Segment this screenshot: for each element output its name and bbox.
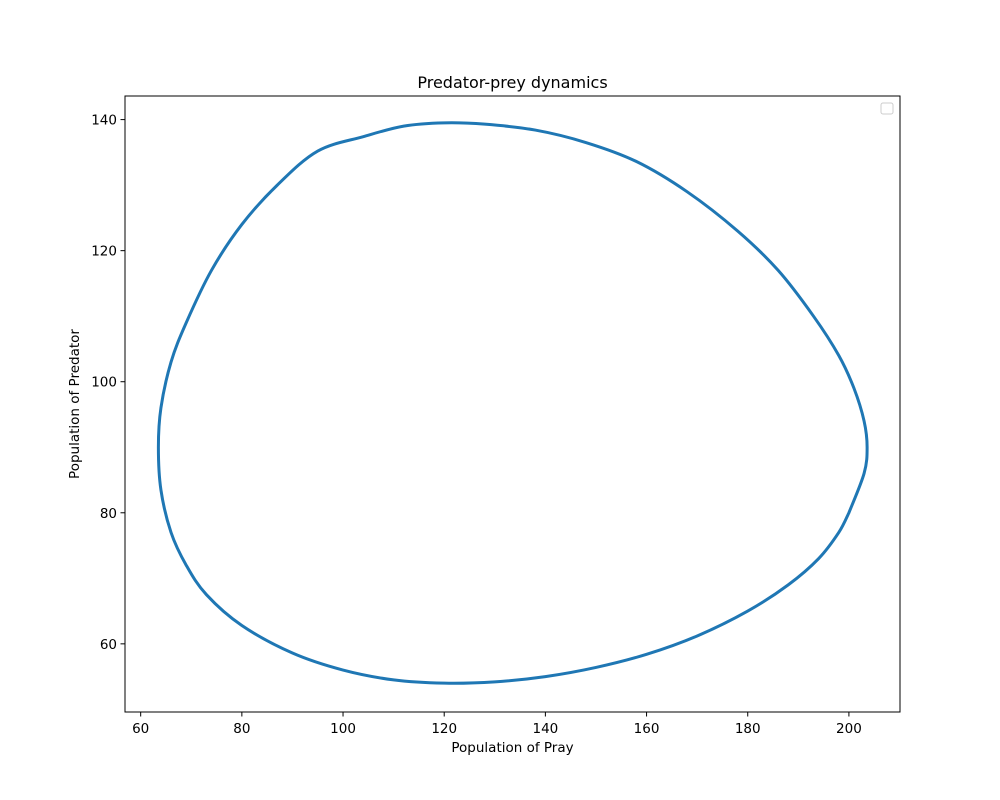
axes-frame <box>124 95 901 713</box>
x-tick-label: 180 <box>735 721 761 737</box>
x-axis-ticks: 60 80 100 120 140 160 180 200 <box>132 712 862 737</box>
y-tick-label: 100 <box>91 375 117 391</box>
y-tick-label: 120 <box>91 244 117 260</box>
y-axis-ticks: 60 80 100 120 140 <box>91 113 125 653</box>
x-tick-label: 120 <box>431 721 457 737</box>
chart-title: Predator-prey dynamics <box>417 73 607 92</box>
plot-area <box>156 121 869 685</box>
y-tick-label: 140 <box>91 113 117 129</box>
x-tick-label: 60 <box>132 721 149 737</box>
x-axis-label: Population of Pray <box>451 740 573 756</box>
x-tick-label: 160 <box>634 721 660 737</box>
y-tick-label: 60 <box>100 637 117 653</box>
x-tick-label: 140 <box>532 721 558 737</box>
x-tick-label: 80 <box>233 721 250 737</box>
y-axis-label: Population of Predator <box>67 329 83 479</box>
x-tick-label: 100 <box>330 721 356 737</box>
x-tick-label: 200 <box>836 721 862 737</box>
series-line <box>156 121 869 685</box>
y-tick-label: 80 <box>100 506 117 522</box>
legend-box <box>880 102 894 115</box>
